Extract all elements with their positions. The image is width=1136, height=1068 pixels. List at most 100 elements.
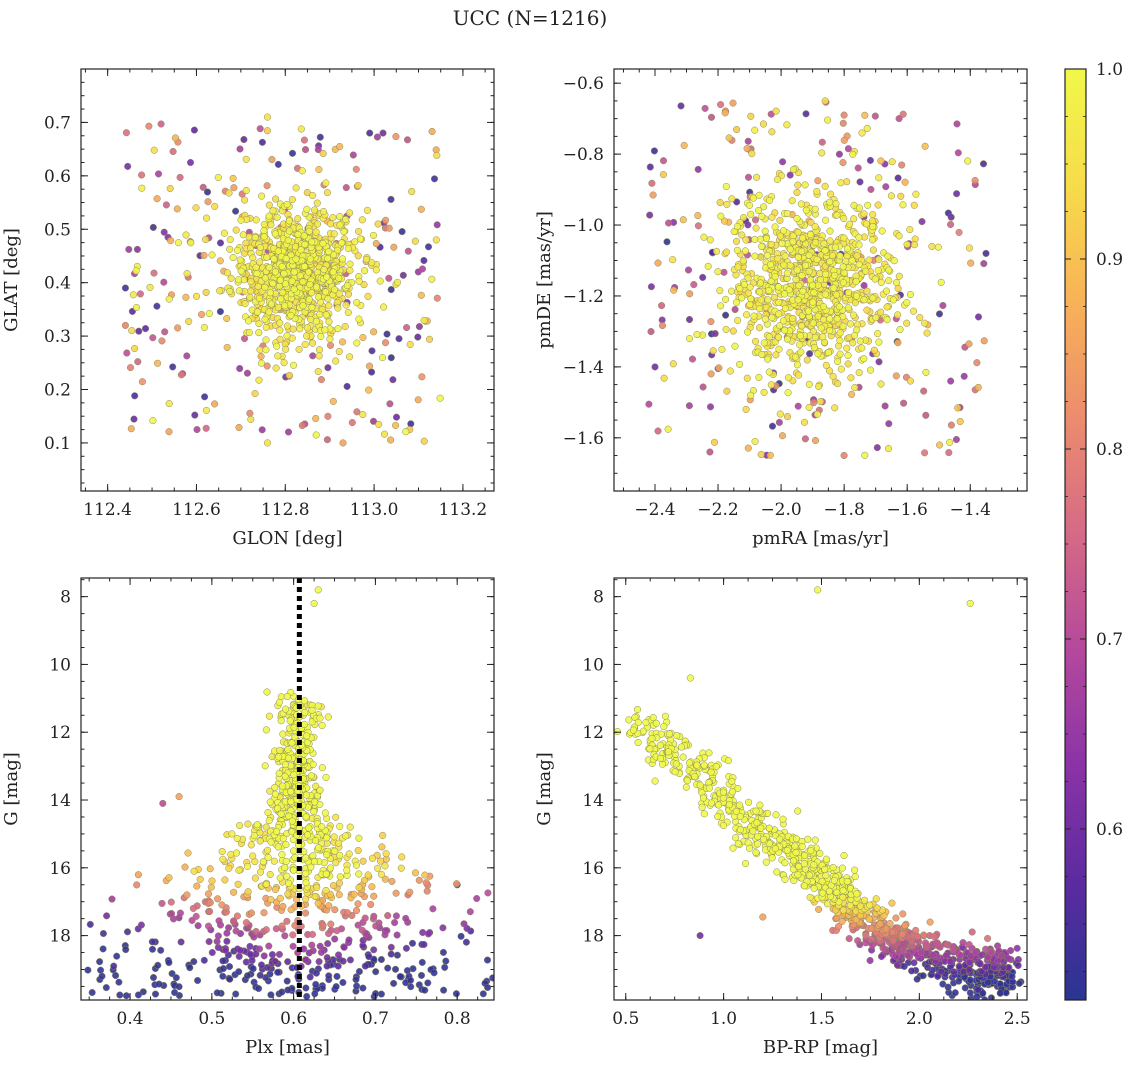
data-point	[281, 932, 289, 940]
data-point	[848, 257, 856, 265]
data-point	[432, 236, 440, 244]
data-point	[221, 876, 229, 884]
data-point	[325, 902, 333, 910]
data-point	[283, 200, 291, 208]
data-point	[421, 871, 429, 879]
data-point	[316, 942, 324, 950]
data-point	[237, 267, 245, 275]
data-point	[99, 929, 107, 938]
data-point	[908, 967, 916, 975]
data-point	[256, 243, 264, 252]
data-point	[899, 910, 907, 918]
data-point	[241, 196, 249, 204]
data-point	[826, 237, 834, 245]
data-point	[247, 287, 255, 295]
data-point	[418, 958, 426, 966]
data-point	[707, 768, 715, 776]
data-point	[126, 364, 135, 372]
data-point	[942, 951, 950, 959]
data-point	[895, 232, 903, 240]
data-point	[121, 284, 129, 292]
data-point	[952, 435, 960, 444]
data-point	[716, 287, 724, 295]
data-point	[725, 134, 733, 142]
data-point	[232, 990, 240, 998]
data-point	[648, 179, 656, 187]
data-point	[116, 991, 124, 999]
data-point	[230, 888, 238, 896]
data-point	[257, 961, 266, 969]
data-point	[852, 292, 861, 300]
data-point	[717, 101, 725, 109]
data-point	[428, 275, 436, 283]
data-point	[251, 874, 259, 882]
data-point	[758, 350, 766, 358]
data-point	[466, 908, 474, 916]
data-point	[684, 266, 693, 274]
data-point	[236, 821, 244, 830]
data-point	[281, 761, 289, 769]
data-point	[707, 799, 715, 807]
data-point	[384, 912, 392, 920]
data-point	[138, 171, 146, 179]
data-point	[763, 251, 771, 259]
data-point	[292, 184, 300, 192]
data-point	[268, 155, 276, 164]
data-point	[836, 329, 844, 337]
data-point	[863, 287, 871, 295]
data-point	[813, 187, 821, 196]
data-point	[392, 421, 400, 429]
data-point	[843, 178, 851, 186]
data-point	[882, 287, 891, 295]
data-point	[744, 221, 752, 229]
data-point	[430, 969, 438, 977]
data-point	[723, 200, 731, 208]
data-point	[840, 214, 848, 223]
data-point	[352, 906, 361, 915]
data-point	[671, 768, 679, 776]
x-tick-label: 2.5	[1004, 1009, 1031, 1029]
data-point	[383, 330, 391, 338]
data-point	[758, 212, 766, 220]
data-point	[232, 207, 240, 215]
data-point	[871, 275, 879, 283]
y-tick-label: 10	[49, 655, 71, 675]
data-point	[732, 237, 741, 245]
data-point	[760, 835, 768, 843]
data-point	[855, 241, 863, 249]
data-point	[302, 984, 310, 992]
data-point	[236, 256, 244, 264]
data-point	[232, 226, 240, 234]
data-point	[127, 425, 135, 433]
data-point	[312, 980, 320, 988]
data-point	[420, 940, 428, 949]
data-point	[872, 314, 880, 322]
data-point	[739, 214, 748, 222]
data-point	[862, 220, 870, 228]
data-point	[216, 287, 224, 295]
data-point	[392, 912, 400, 920]
data-point	[831, 243, 839, 251]
data-point	[208, 877, 216, 885]
data-point	[760, 388, 768, 396]
data-point	[707, 370, 715, 378]
data-point	[155, 980, 163, 988]
data-point	[728, 777, 736, 785]
data-point	[781, 326, 789, 334]
data-point	[806, 231, 815, 239]
data-point	[824, 116, 832, 124]
data-point	[262, 926, 270, 934]
data-point	[350, 890, 358, 898]
data-point	[275, 753, 283, 761]
data-point	[149, 973, 158, 982]
data-point	[265, 212, 273, 220]
data-point	[342, 215, 350, 224]
data-point	[232, 927, 240, 935]
data-point	[826, 327, 834, 335]
data-point	[711, 330, 719, 338]
data-point	[244, 888, 252, 896]
data-point	[397, 864, 405, 872]
x-tick-label: 0.4	[117, 1009, 144, 1029]
data-point	[187, 239, 195, 247]
data-point	[809, 281, 817, 289]
